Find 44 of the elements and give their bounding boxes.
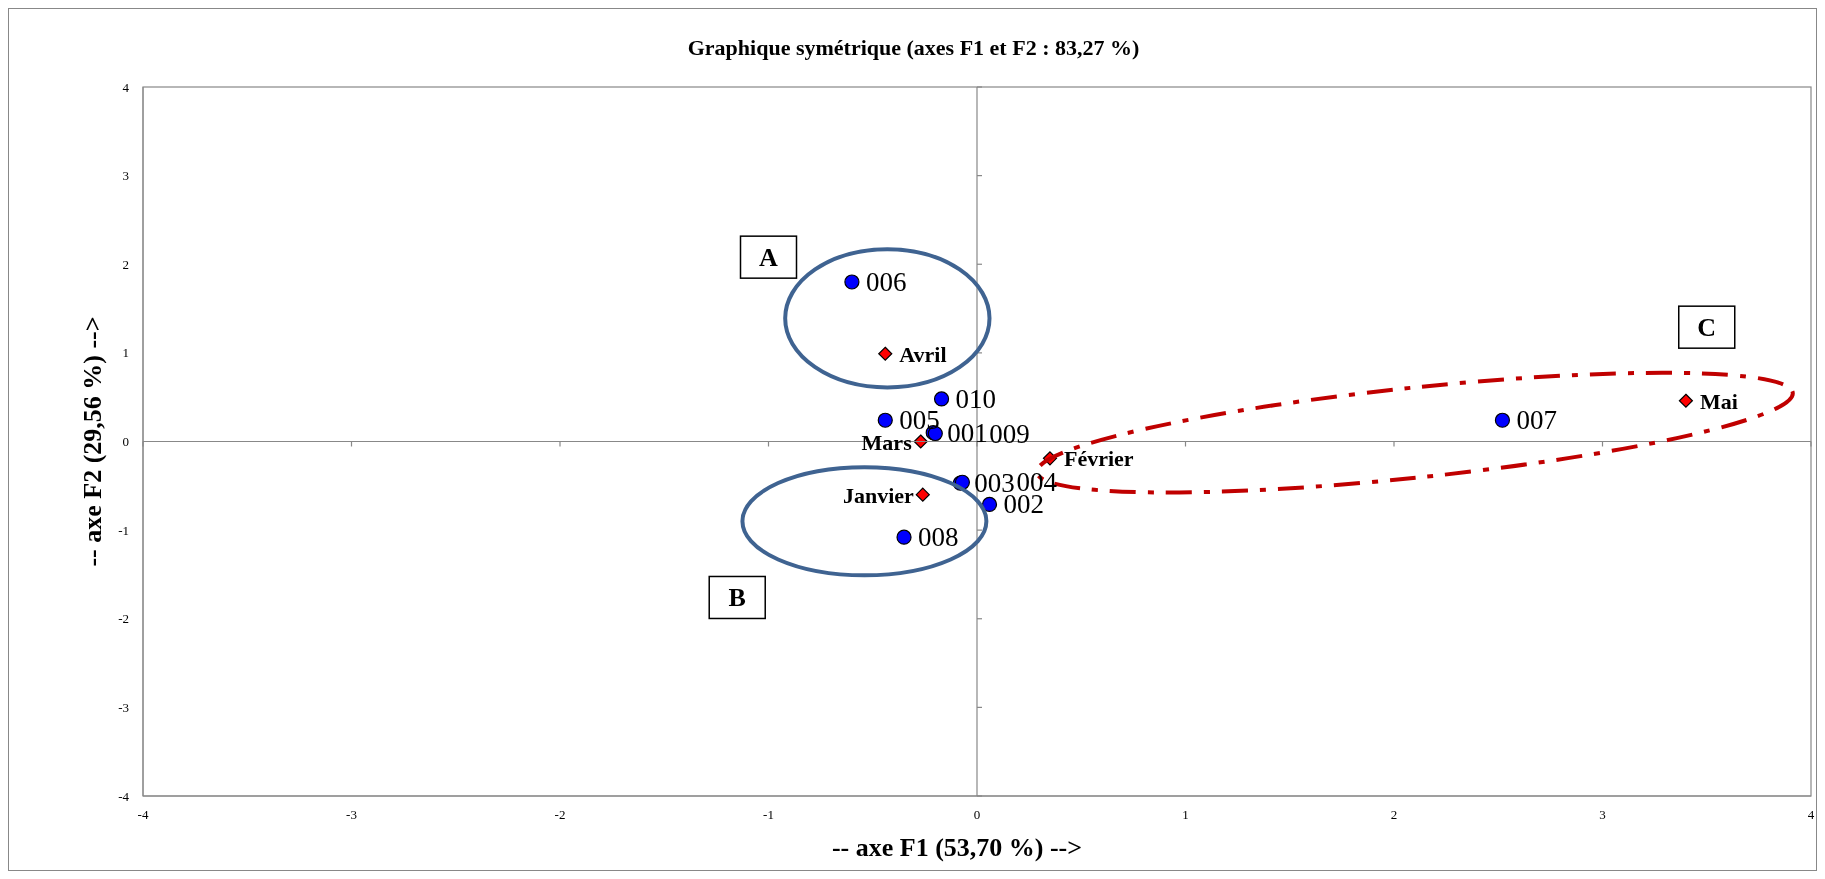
annotation: A bbox=[759, 243, 779, 273]
x-tick-label: -1 bbox=[763, 807, 774, 823]
x-tick-label: 2 bbox=[1390, 807, 1398, 823]
y-tick-label: -3 bbox=[118, 699, 129, 715]
x-tick-label: 0 bbox=[973, 807, 981, 823]
y-tick-label: 0 bbox=[122, 434, 129, 450]
annotation: Février bbox=[1063, 446, 1134, 472]
y-tick-label: 2 bbox=[122, 256, 129, 272]
annotation: Avril bbox=[899, 341, 947, 367]
point bbox=[896, 529, 912, 545]
point bbox=[1494, 412, 1511, 428]
y-tick-label: -4 bbox=[118, 788, 130, 804]
x-tick-label: 3 bbox=[1599, 807, 1606, 823]
x-tick-label: 4 bbox=[1807, 807, 1815, 823]
x-tick-label: 1 bbox=[1182, 807, 1189, 823]
annotation: Mai bbox=[1699, 388, 1738, 414]
point bbox=[915, 487, 930, 502]
point bbox=[877, 412, 893, 428]
chart-title: Graphique symétrique (axes F1 et F2 : 83,27 %) bbox=[687, 35, 1140, 60]
annotation: Janvier bbox=[842, 482, 915, 508]
y-tick-label: 1 bbox=[122, 345, 129, 361]
point bbox=[981, 496, 998, 513]
point bbox=[878, 346, 893, 361]
y-axis-title: -- axe F2 (29,56 %) --> bbox=[78, 316, 107, 567]
x-tick-label: -2 bbox=[554, 807, 566, 823]
annotation: 001 bbox=[947, 417, 988, 448]
y-tick-label: -2 bbox=[118, 611, 129, 627]
y-tick-label: 3 bbox=[122, 168, 129, 184]
annotation: 008 bbox=[918, 522, 959, 553]
annotation: 006 bbox=[865, 266, 907, 297]
point bbox=[913, 434, 928, 449]
x-tick-label: -4 bbox=[137, 807, 149, 823]
x-tick-label: -3 bbox=[346, 807, 357, 823]
x-axis-title: -- axe F1 (53,70 %) --> bbox=[831, 833, 1083, 862]
annotation: B bbox=[728, 583, 746, 613]
y-tick-label: 4 bbox=[122, 79, 130, 95]
y-tick-label: -1 bbox=[118, 522, 129, 538]
point bbox=[1678, 393, 1693, 408]
point bbox=[844, 274, 860, 290]
annotation: 010 bbox=[955, 383, 997, 414]
annotation: 007 bbox=[1516, 405, 1557, 436]
annotation: 009 bbox=[989, 418, 1030, 449]
annotation: C bbox=[1697, 313, 1717, 343]
point bbox=[933, 391, 950, 407]
